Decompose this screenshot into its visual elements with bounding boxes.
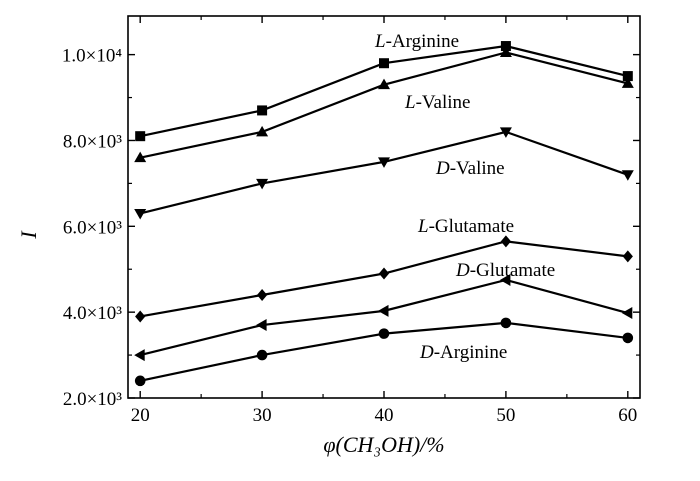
x-tick-label: 60 xyxy=(618,405,637,426)
data-point-diamond xyxy=(135,310,146,323)
data-point-diamond xyxy=(256,288,268,301)
plot-frame xyxy=(127,15,641,399)
data-point-triangle-up xyxy=(499,46,512,57)
x-tick-label: 50 xyxy=(496,405,515,426)
data-point-triangle-down xyxy=(621,170,634,181)
series-label-suffix: -Arginine xyxy=(434,342,508,363)
series-label-prefix: L xyxy=(404,92,416,113)
series-label-suffix: -Arginine xyxy=(386,31,460,52)
data-point-triangle-down xyxy=(256,178,269,190)
data-point-triangle-up xyxy=(378,78,390,90)
data-point-diamond xyxy=(622,250,633,263)
data-point-triangle-up xyxy=(134,151,147,163)
x-tick-label: 40 xyxy=(375,405,394,426)
series-label-prefix: D xyxy=(455,260,470,281)
series-label-prefix: L xyxy=(417,216,429,237)
data-point-triangle-left xyxy=(499,273,511,286)
y-tick-label: 8.0×10³ xyxy=(63,131,122,152)
series-line xyxy=(139,278,629,357)
data-point-circle xyxy=(378,328,390,339)
y-axis-title: I xyxy=(16,230,41,240)
y-tick-label: 1.0×10⁴ xyxy=(62,46,122,67)
data-point-triangle-left xyxy=(134,349,145,362)
series-label-prefix: L xyxy=(374,31,386,52)
series-label: L-Valine xyxy=(404,92,470,113)
data-point-triangle-left xyxy=(378,304,389,317)
x-tick-label: 30 xyxy=(253,405,272,426)
y-tick-label: 2.0×10³ xyxy=(63,389,122,410)
data-point-circle xyxy=(622,332,634,344)
data-point-triangle-left xyxy=(621,307,633,320)
series-label: D-Glutamate xyxy=(455,260,555,281)
series-label-suffix: -Valine xyxy=(450,158,505,179)
data-point-circle xyxy=(256,349,268,361)
data-point-square xyxy=(257,105,268,116)
y-tick-label: 6.0×10³ xyxy=(63,217,122,238)
data-point-square xyxy=(135,131,146,142)
series-label-suffix: -Valine xyxy=(416,92,471,113)
data-point-diamond xyxy=(378,267,390,280)
data-point-triangle-down xyxy=(378,157,390,168)
data-point-square xyxy=(622,71,633,82)
data-point-triangle-up xyxy=(256,125,269,137)
data-point-triangle-up xyxy=(621,77,634,88)
series-label: L-Glutamate xyxy=(417,216,514,237)
series-label-suffix: -Glutamate xyxy=(470,260,555,281)
data-point-triangle-down xyxy=(499,127,512,138)
axis-ticks: 20 30 40 50 60 2.0×10³ 4.0×10³ 6.0×10³ 8.0×10³ 1.… xyxy=(62,16,640,426)
series-line xyxy=(139,130,629,215)
data-point-triangle-left xyxy=(256,319,267,332)
series-label-prefix: D xyxy=(435,158,450,179)
data-point-square xyxy=(379,58,389,69)
x-axis-title: φ(CH₃OH)/% xyxy=(323,432,444,457)
data-point-triangle-down xyxy=(134,208,147,220)
x-tick-label: 20 xyxy=(131,405,150,426)
series-label: L-Arginine xyxy=(374,31,459,52)
series-labels: L-ArginineL-ValineD-ValineL-GlutamateD-G… xyxy=(374,31,555,363)
series-group xyxy=(134,41,634,387)
data-point-diamond xyxy=(500,235,512,248)
series-label-suffix: -Glutamate xyxy=(429,216,514,237)
series-label-prefix: D xyxy=(419,342,434,363)
data-point-circle xyxy=(134,375,146,387)
data-point-circle xyxy=(500,317,512,329)
series-line xyxy=(139,51,629,159)
data-point-square xyxy=(500,41,511,52)
series-label: D-Valine xyxy=(435,158,505,179)
series-label: D-Arginine xyxy=(419,342,507,363)
y-tick-label: 4.0×10³ xyxy=(63,303,122,324)
